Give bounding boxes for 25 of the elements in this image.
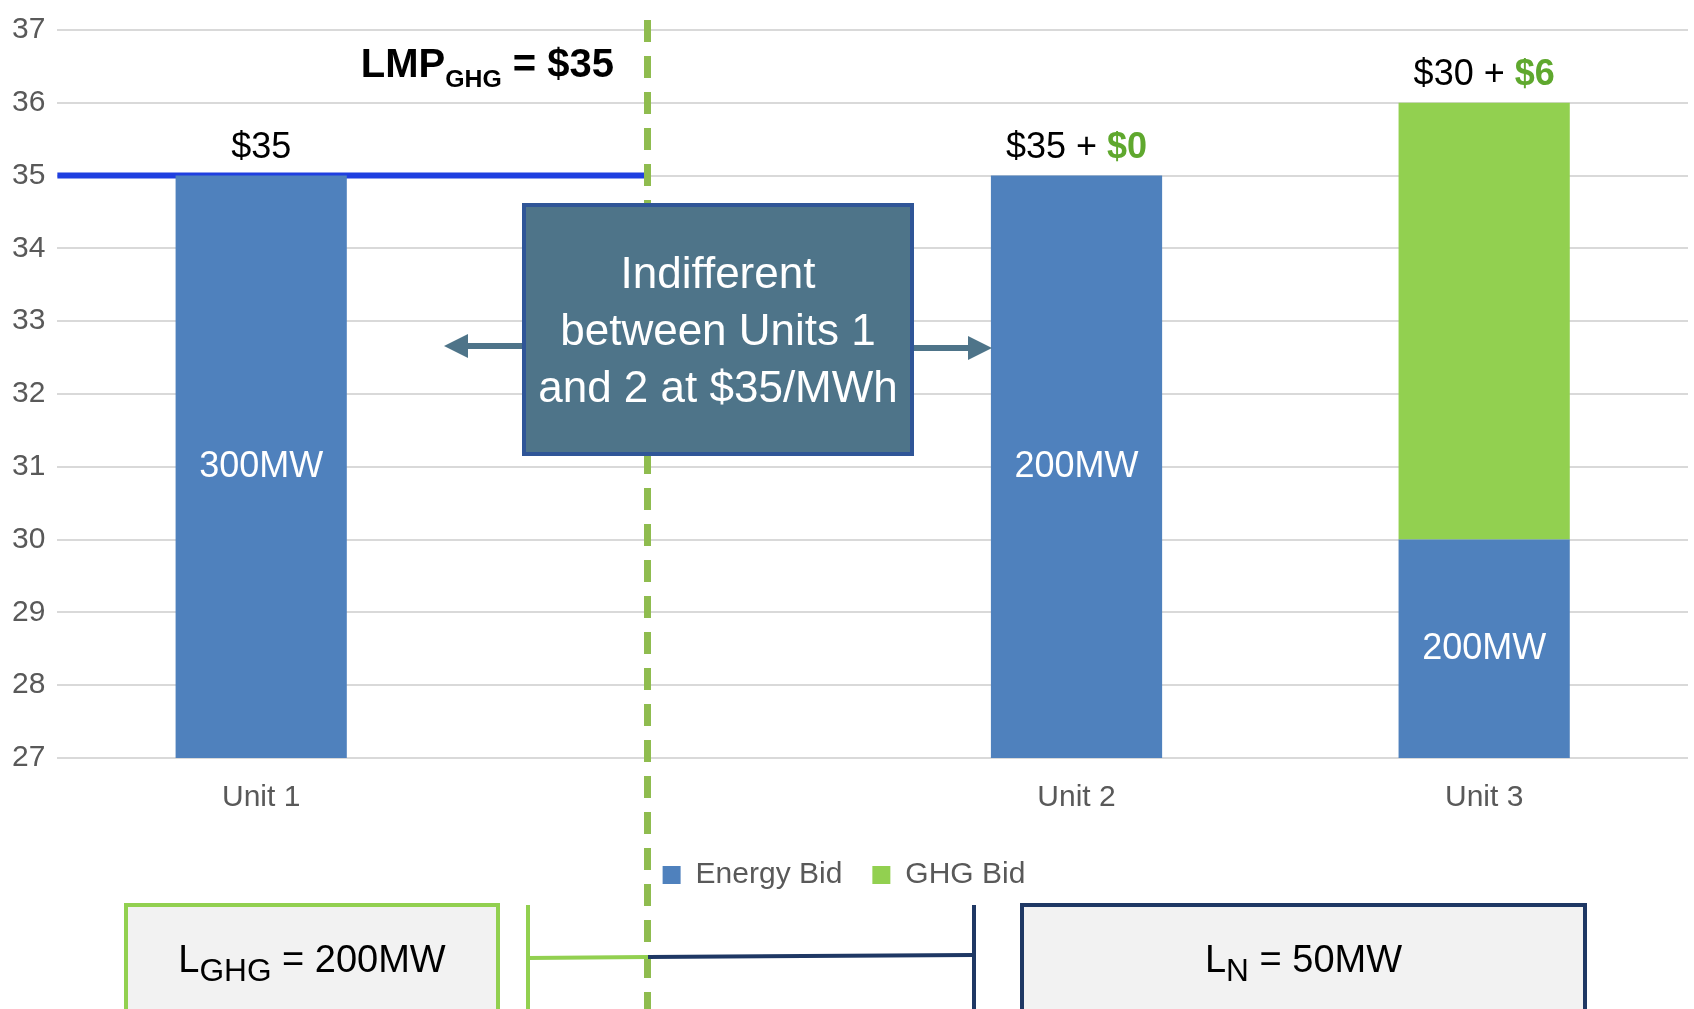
annotation: $35 [231, 124, 292, 166]
y-tick-label: 36 [11, 84, 46, 118]
y-tick-label: 29 [11, 593, 46, 627]
y-tick-label: 32 [11, 375, 46, 409]
y-tick-label: 27 [11, 739, 46, 773]
annotation: 200MW [1014, 443, 1139, 485]
annotation: 300MW [199, 443, 324, 485]
legend-label: GHG Bid [905, 856, 1026, 890]
y-tick-label: 37 [11, 11, 46, 45]
annotation: $30 + $6 [1413, 51, 1555, 93]
annotation: $35 + $0 [1005, 124, 1148, 166]
annotation: Indifferent between Units 1 and 2 at $35/MWh [537, 246, 899, 414]
annotation: 200MW [1422, 625, 1547, 667]
y-tick-label: 28 [11, 666, 46, 700]
y-tick-label: 35 [11, 156, 46, 190]
y-tick-label: 33 [11, 302, 46, 336]
text: L$_{N}$ = 50MW [1204, 937, 1403, 990]
y-tick-label: 31 [11, 448, 46, 482]
y-tick-label: 30 [11, 520, 46, 554]
x-tick-label: Unit 1 [222, 779, 301, 813]
y-tick-label: 34 [11, 229, 46, 263]
text: L$_{GHG}$ = 200MW [178, 937, 446, 990]
legend-label: Energy Bid [695, 856, 843, 890]
x-tick-label: Unit 2 [1037, 779, 1116, 813]
x-tick-label: Unit 3 [1444, 779, 1524, 813]
